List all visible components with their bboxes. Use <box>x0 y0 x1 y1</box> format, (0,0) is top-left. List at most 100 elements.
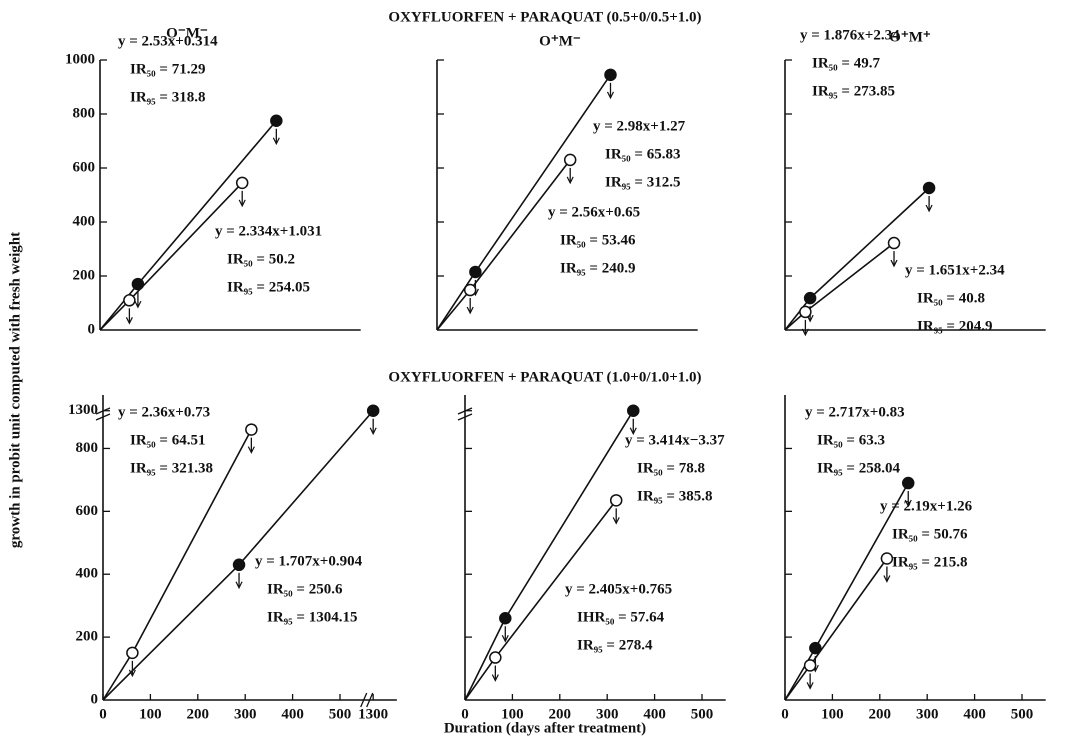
annotation: IR₉₅ = 321.38 <box>130 460 213 476</box>
x-tick-label: 0 <box>461 706 469 722</box>
data-point <box>609 494 623 507</box>
fit-line-segment <box>436 271 477 331</box>
arrow-head <box>238 199 246 208</box>
x-tick-label: 500 <box>329 706 352 722</box>
row-title: OXYFLUORFEN + PARAQUAT (0.5+0/0.5+1.0) <box>388 9 701 25</box>
fit-line-segment <box>464 657 496 701</box>
annotation: IR₉₅ = 273.85 <box>812 83 895 99</box>
x-tick-label: 300 <box>916 706 939 722</box>
fit-line-segment <box>469 159 571 291</box>
y-tick-label: 1300 <box>68 402 98 418</box>
x-tick-label: 400 <box>281 706 304 722</box>
annotation: IR₉₅ = 385.8 <box>637 488 712 504</box>
annotation: IR₉₅ = 240.9 <box>560 260 635 276</box>
data-point <box>901 476 915 490</box>
fit-line-segment <box>784 647 817 701</box>
data-point <box>126 646 139 660</box>
annotation: IR₅₀ = 250.6 <box>267 581 343 597</box>
arrow-head <box>606 91 615 100</box>
arrow-head <box>883 575 891 583</box>
x-tick-label: 200 <box>187 706 210 722</box>
data-point <box>922 181 936 195</box>
x-tick-label: 100 <box>139 706 162 722</box>
annotation: IR₅₀ = 40.8 <box>917 290 985 306</box>
arrow-head <box>247 446 255 454</box>
axis-break <box>366 692 374 708</box>
data-point <box>245 423 258 436</box>
data-point <box>489 651 502 664</box>
data-point <box>799 305 812 319</box>
arrow-head <box>501 634 509 643</box>
fit-line-segment <box>504 410 634 619</box>
annotation: IR₉₅ = 215.8 <box>892 554 967 570</box>
annotation: y = 2.19x+1.26 <box>880 498 973 514</box>
annotation: IR₉₅ = 258.04 <box>817 460 900 476</box>
panel-title: O⁺M⁻ <box>539 33 581 49</box>
annotation: y = 2.36x+0.73 <box>118 404 210 420</box>
annotation: IHR₅₀ = 57.64 <box>577 609 665 625</box>
fit-line-segment <box>436 289 471 331</box>
fit-line-segment <box>464 617 507 701</box>
axis-break <box>360 692 368 708</box>
x-tick-label: 400 <box>963 706 986 722</box>
y-tick-label: 0 <box>88 321 96 337</box>
annotation: y = 1.876x+2.34 <box>800 27 900 43</box>
y-tick-label: 1000 <box>65 51 95 67</box>
fit-line-segment <box>131 429 253 654</box>
axis-break <box>95 407 111 415</box>
axis-break <box>457 413 473 421</box>
annotation: IR₅₀ = 53.46 <box>560 232 636 248</box>
fit-line-segment <box>814 482 909 649</box>
fit-line-segment <box>137 120 277 285</box>
y-tick-label: 400 <box>73 213 96 229</box>
panel-title: O⁺M⁺ <box>889 29 931 45</box>
data-point <box>887 236 901 250</box>
x-tick-label: 0 <box>99 706 107 722</box>
annotation: y = 2.334x+1.031 <box>215 223 322 239</box>
annotation: IR₅₀ = 64.51 <box>130 432 205 448</box>
annotation: IR₅₀ = 78.8 <box>637 460 705 476</box>
annotation: IR₉₅ = 254.05 <box>227 279 310 295</box>
annotation: y = 2.98x+1.27 <box>593 118 686 134</box>
data-point <box>809 641 822 655</box>
data-point <box>463 283 477 297</box>
data-point <box>469 265 482 279</box>
x-tick-label: 100 <box>821 706 844 722</box>
data-point <box>123 294 136 307</box>
annotation: y = 1.707x+0.904 <box>255 553 363 569</box>
data-point <box>563 153 577 167</box>
annotation: IR₉₅ = 278.4 <box>577 637 653 653</box>
annotation: IR₅₀ = 63.3 <box>817 432 885 448</box>
data-point <box>232 558 246 572</box>
fit-line-segment <box>809 187 930 299</box>
fit-line-segment <box>99 283 139 331</box>
annotation: y = 3.414x−3.37 <box>625 432 725 448</box>
arrow-head <box>904 499 912 508</box>
annotation: y = 2.405x+0.765 <box>565 581 672 597</box>
arrow-head <box>128 669 136 678</box>
axis-break <box>95 413 111 421</box>
y-tick-label: 200 <box>76 629 99 645</box>
annotation: IR₅₀ = 50.2 <box>227 251 295 267</box>
y-tick-label: 200 <box>73 267 96 283</box>
annotation: IR₅₀ = 50.76 <box>892 526 968 542</box>
fit-line-segment <box>784 664 811 701</box>
arrow-head <box>801 328 809 337</box>
data-point <box>499 611 512 625</box>
fit-line-segment <box>809 558 888 666</box>
data-point <box>604 68 617 82</box>
data-point <box>270 114 283 127</box>
axis-break <box>457 407 473 415</box>
row-title: OXYFLUORFEN + PARAQUAT (1.0+0/1.0+1.0) <box>388 369 701 385</box>
fit-line-segment <box>102 652 134 701</box>
x-tick-label: 1300 <box>358 706 388 722</box>
fit-line-segment <box>99 299 130 331</box>
y-tick-label: 600 <box>73 159 96 175</box>
x-tick-label: 500 <box>1011 706 1034 722</box>
panel-title: O⁻M⁻ <box>166 25 208 41</box>
x-tick-label: 200 <box>869 706 892 722</box>
annotation: y = 2.56x+0.65 <box>548 204 640 220</box>
fit-line-segment <box>784 297 811 331</box>
x-tick-label: 200 <box>549 706 572 722</box>
